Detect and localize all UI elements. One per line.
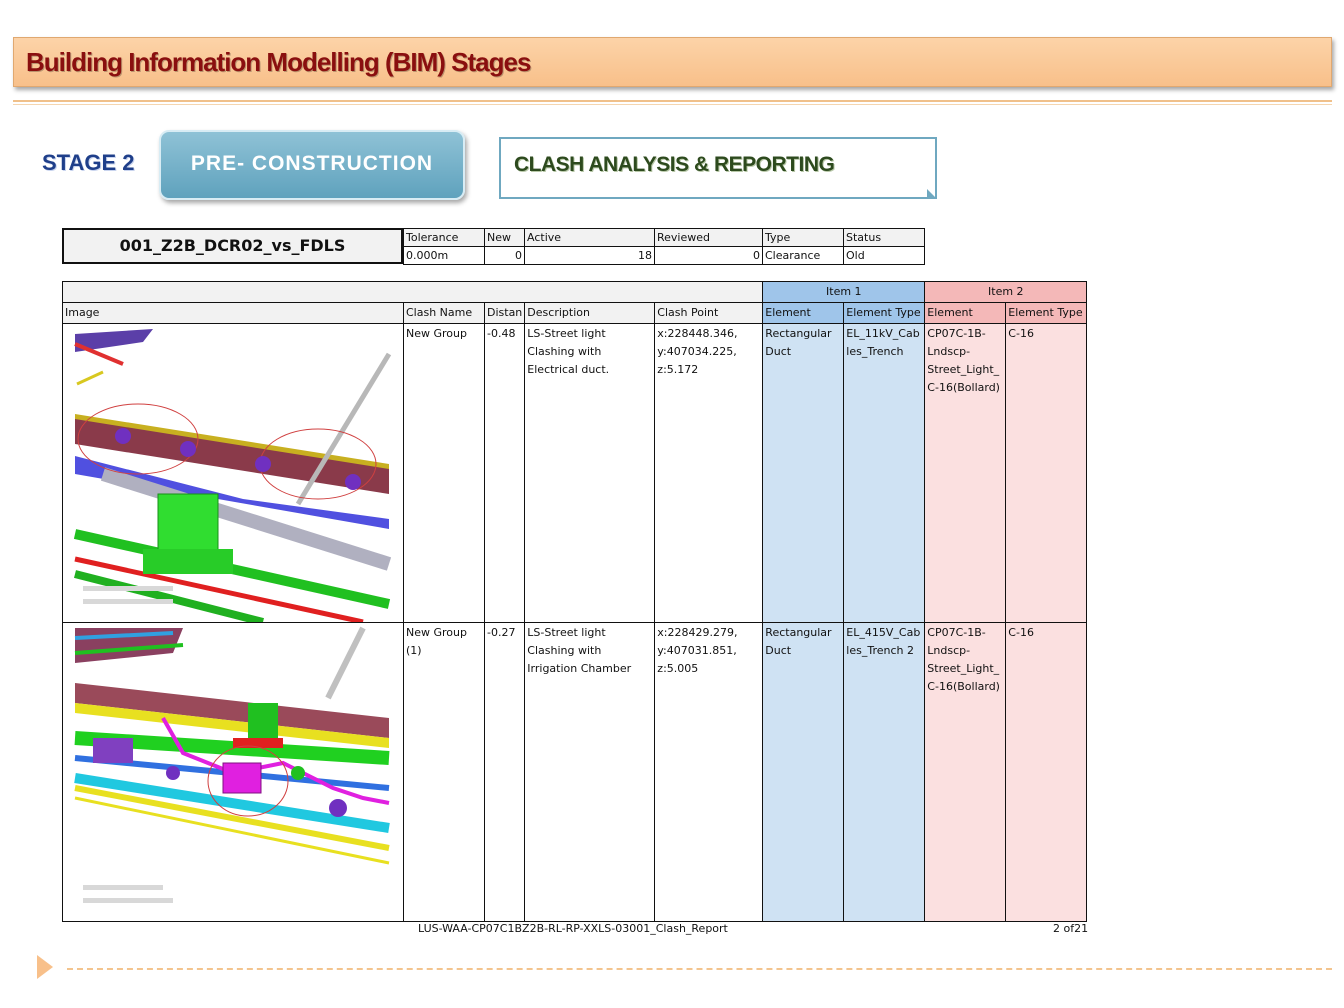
clash-image-cell	[62, 622, 404, 922]
group-header-item1: Item 1	[762, 281, 926, 303]
clash-image-cell	[62, 323, 404, 623]
footer-dashed-line	[67, 968, 1332, 970]
header-banner: Building Information Modelling (BIM) Sta…	[13, 37, 1332, 87]
summary-value: 0.000m	[403, 246, 485, 265]
item1-element: Rectangular Duct	[762, 622, 845, 922]
column-header: Clash Point	[654, 302, 764, 324]
topic-label: CLASH ANALYSIS & REPORTING	[514, 153, 835, 176]
column-header-row: Image Clash Name Distan Description Clas…	[62, 302, 1088, 324]
clash-name: New Group (1)	[403, 622, 485, 922]
item1-element-type: EL_415V_Cab les_Trench 2	[843, 622, 926, 922]
summary-header: Status	[843, 228, 925, 247]
column-header: Element	[924, 302, 1007, 324]
group-header-item2: Item 2	[924, 281, 1088, 303]
phase-box: PRE- CONSTRUCTION	[159, 130, 465, 200]
summary-header-row: Tolerance New Active Reviewed Type Statu…	[403, 228, 925, 247]
clash-point: x:228429.279, y:407031.851, z:5.005	[654, 622, 764, 922]
item2-element: CP07C-1B- Lndscp- Street_Light_ C-16(Bol…	[924, 622, 1007, 922]
header-divider-thin	[13, 104, 1332, 105]
clash-table: Item 1 Item 2 Image Clash Name Distan De…	[61, 281, 1088, 922]
clash-distance: -0.48	[483, 323, 526, 623]
summary-value: 0	[654, 246, 763, 265]
header-divider	[13, 100, 1332, 102]
clash-test-name: 001_Z2B_DCR02_vs_FDLS	[62, 228, 403, 264]
summary-value: Clearance	[762, 246, 844, 265]
column-header: Element Type	[843, 302, 926, 324]
column-header: Element	[762, 302, 845, 324]
summary-value: Old	[843, 246, 925, 265]
group-header-blank	[61, 281, 764, 303]
column-header: Distan	[483, 302, 526, 324]
column-header: Element Type	[1005, 302, 1088, 324]
clash-description: LS-Street light Clashing with Electrical…	[524, 323, 656, 623]
column-header: Description	[524, 302, 656, 324]
play-arrow-icon[interactable]	[37, 955, 53, 979]
clash-point: x:228448.346, y:407034.225, z:5.172	[654, 323, 764, 623]
clash-name: New Group	[403, 323, 485, 623]
item2-element-type: C-16	[1005, 323, 1088, 623]
item2-element-type: C-16	[1005, 622, 1088, 922]
stage-label: STAGE 2	[42, 150, 135, 175]
page-title: Building Information Modelling (BIM) Sta…	[26, 47, 531, 77]
clash-row: New Group -0.48 LS-Street light Clashing…	[62, 323, 1088, 623]
summary-header: Type	[762, 228, 844, 247]
summary-header: Tolerance	[403, 228, 485, 247]
page-number: 2 of21	[1053, 922, 1089, 935]
summary-header: New	[484, 228, 525, 247]
summary-header: Reviewed	[654, 228, 763, 247]
document-reference: LUS-WAA-CP07C1BZ2B-RL-RP-XXLS-03001_Clas…	[418, 922, 728, 935]
clash-description: LS-Street light Clashing with Irrigation…	[524, 622, 656, 922]
item1-element-type: EL_11kV_Cab les_Trench	[843, 323, 926, 623]
item1-element: Rectangular Duct	[762, 323, 845, 623]
clash-row: New Group (1) -0.27 LS-Street light Clas…	[62, 622, 1088, 922]
summary-header: Active	[524, 228, 655, 247]
column-header: Image	[62, 302, 404, 324]
summary-value: 0	[484, 246, 525, 265]
item2-element: CP07C-1B- Lndscp- Street_Light_ C-16(Bol…	[924, 323, 1007, 623]
summary-value-row: 0.000m 0 18 0 Clearance Old	[403, 246, 925, 265]
summary-table: Tolerance New Active Reviewed Type Statu…	[403, 228, 925, 265]
summary-value: 18	[524, 246, 655, 265]
folded-corner	[927, 189, 937, 199]
topic-box: CLASH ANALYSIS & REPORTING	[499, 137, 937, 199]
phase-label: PRE- CONSTRUCTION	[190, 152, 434, 175]
clash-screenshot-image	[63, 623, 402, 921]
clash-distance: -0.27	[483, 622, 526, 922]
clash-screenshot-image	[63, 324, 402, 622]
group-header-row: Item 1 Item 2	[61, 281, 1088, 303]
column-header: Clash Name	[403, 302, 485, 324]
